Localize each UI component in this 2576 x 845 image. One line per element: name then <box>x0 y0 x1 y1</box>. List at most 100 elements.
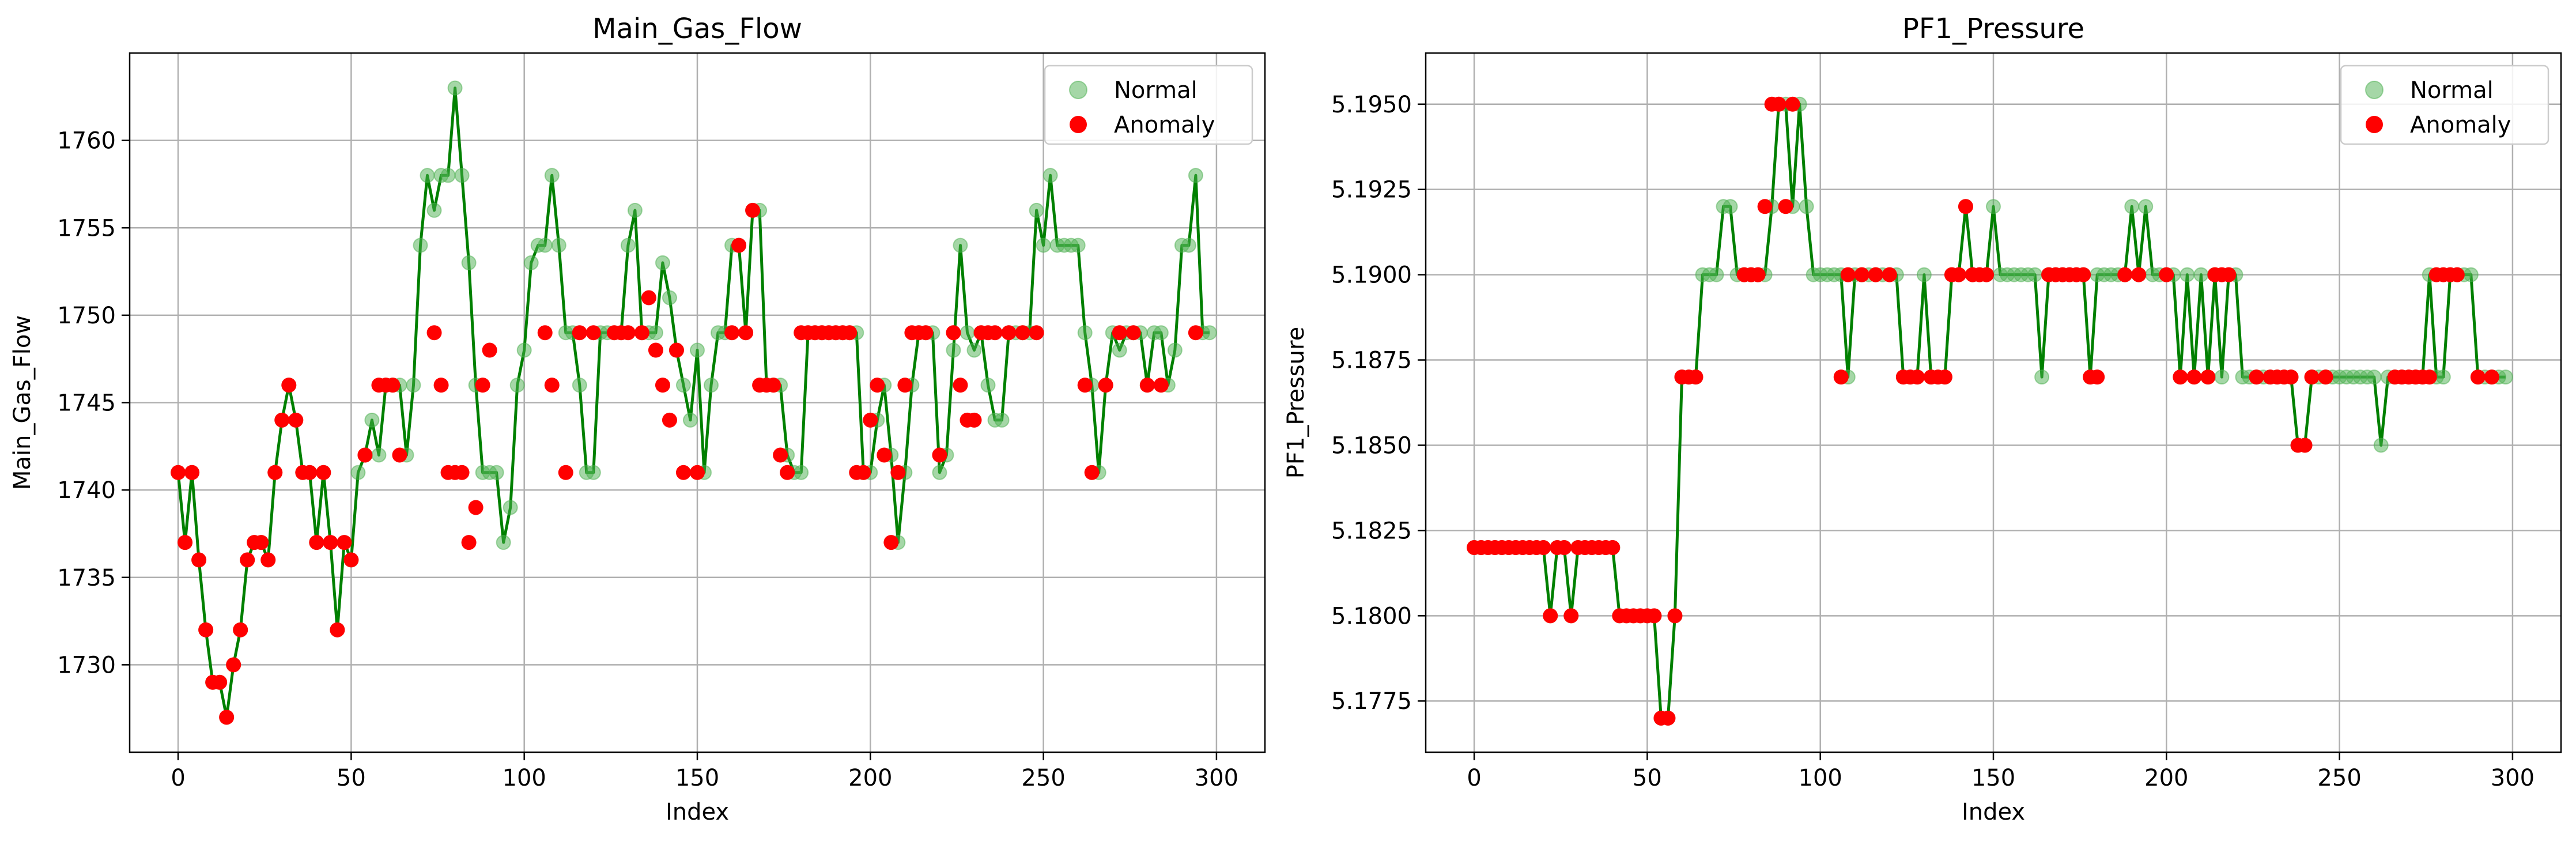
pf1-pressure-normal-point <box>2180 267 2195 282</box>
main-gas-flow-legend-anomaly-label: Anomaly <box>1114 112 1215 138</box>
main-gas-flow-normal-point <box>1181 237 1196 253</box>
main-gas-flow-anomaly-point <box>634 325 649 341</box>
pf1-pressure-normal-point <box>1916 267 1932 282</box>
pf1-pressure-anomaly-point <box>2470 369 2486 385</box>
main-gas-flow-normal-point <box>350 465 366 480</box>
main-gas-flow-anomaly-point <box>475 378 490 393</box>
main-gas-flow-anomaly-point <box>392 447 407 463</box>
main-gas-flow-normal-point <box>413 237 428 253</box>
main-gas-flow-anomaly-point <box>745 202 761 218</box>
main-gas-flow-normal-point <box>1112 342 1127 358</box>
pf1-pressure-anomaly-point <box>2318 369 2333 385</box>
pf1-pressure-legend-normal-marker <box>2365 81 2384 99</box>
main-gas-flow-x-tick-label: 100 <box>503 765 546 791</box>
pf1-pressure-anomaly-point <box>1667 608 1683 624</box>
main-gas-flow-anomaly-point <box>655 378 670 393</box>
main-gas-flow-anomaly-point <box>641 290 656 305</box>
main-gas-flow-anomaly-point <box>890 465 906 480</box>
main-gas-flow-normal-point <box>572 378 587 393</box>
main-gas-flow-normal-point <box>461 255 477 270</box>
main-gas-flow-normal-point <box>1070 237 1086 253</box>
main-gas-flow-anomaly-point <box>773 447 788 463</box>
main-gas-flow-anomaly-point <box>343 552 359 568</box>
pf1-pressure-chart: 0 50 100 150 200 250 300 5.1775 5.1800 5.1825 5.18… <box>1283 13 2562 825</box>
main-gas-flow-anomaly-point <box>1077 378 1093 393</box>
main-gas-flow-anomaly-point <box>738 325 754 341</box>
main-gas-flow-legend-normal-marker <box>1069 81 1087 99</box>
main-gas-flow-anomaly-point <box>267 465 283 480</box>
pf1-pressure-anomaly-point <box>2422 369 2437 385</box>
pf1-pressure-x-axis-label: Index <box>1962 799 2025 825</box>
pf1-pressure-y-tick-label: 5.1850 <box>1331 432 1412 459</box>
main-gas-flow-y-tick-label: 1745 <box>57 390 116 417</box>
pf1-pressure-y-tick-label: 5.1775 <box>1331 688 1412 715</box>
pf1-pressure-x-tick-label: 50 <box>1633 765 1662 791</box>
main-gas-flow-anomaly-point <box>863 412 878 428</box>
main-gas-flow-normal-point <box>586 465 601 480</box>
pf1-pressure-anomaly-point <box>1771 96 1786 112</box>
main-gas-flow-x-tick-label: 150 <box>675 765 719 791</box>
pf1-pressure-normal-point <box>2498 369 2513 385</box>
pf1-pressure-legend: Normal Anomaly <box>2340 65 2549 145</box>
pf1-pressure-anomaly-point <box>1882 267 1897 282</box>
pf1-pressure-anomaly-point <box>1868 267 1883 282</box>
pf1-pressure-legend-box <box>2340 65 2549 145</box>
main-gas-flow-anomaly-point <box>586 325 601 341</box>
pf1-pressure-anomaly-points <box>1467 96 2499 726</box>
main-gas-flow-normal-point <box>620 237 636 253</box>
main-gas-flow-anomaly-point <box>254 535 269 550</box>
main-gas-flow-anomaly-point <box>454 465 470 480</box>
pf1-pressure-anomaly-point <box>2131 267 2147 282</box>
pf1-pressure-normal-point <box>2463 267 2479 282</box>
pf1-pressure-anomaly-point <box>2117 267 2133 282</box>
main-gas-flow-anomaly-point <box>932 447 947 463</box>
main-gas-flow-x-tick-label: 50 <box>337 765 366 791</box>
main-gas-flow-anomaly-point <box>1015 325 1030 341</box>
pf1-pressure-x-tick-label: 0 <box>1467 765 1481 791</box>
main-gas-flow-anomaly-point <box>212 674 228 690</box>
pf1-pressure-anomaly-point <box>2484 369 2499 385</box>
pf1-pressure-y-axis-label: PF1_Pressure <box>1283 327 1309 478</box>
main-gas-flow-normal-point <box>1202 325 1217 341</box>
main-gas-flow-anomaly-point <box>1139 378 1155 393</box>
pf1-pressure-normal-point <box>2124 199 2140 214</box>
main-gas-flow-anomaly-point <box>233 622 248 637</box>
main-gas-flow-normal-point <box>966 342 982 358</box>
main-gas-flow-normal-point <box>509 378 525 393</box>
main-gas-flow-anomaly-point <box>330 622 345 637</box>
main-gas-flow-anomaly-point <box>426 325 442 341</box>
main-gas-flow-anomaly-point <box>537 325 553 341</box>
main-gas-flow-normal-point <box>980 378 996 393</box>
pf1-pressure-x-tick-label: 100 <box>1799 765 1842 791</box>
main-gas-flow-anomaly-point <box>724 325 740 341</box>
main-gas-flow-anomaly-point <box>281 378 297 393</box>
main-gas-flow-normal-point <box>946 342 961 358</box>
main-gas-flow-anomaly-point <box>558 465 573 480</box>
main-gas-flow-anomaly-point <box>766 378 781 393</box>
main-gas-flow-normal-point <box>523 255 539 270</box>
main-gas-flow-anomaly-point <box>1188 325 1203 341</box>
main-gas-flow-anomaly-point <box>337 535 352 550</box>
main-gas-flow-anomaly-point <box>461 535 477 550</box>
pf1-pressure-anomaly-point <box>1909 369 1925 385</box>
main-gas-flow-legend-anomaly-marker <box>1070 116 1087 133</box>
main-gas-flow-normal-point <box>371 447 387 463</box>
main-gas-flow-anomaly-point <box>648 342 663 358</box>
main-gas-flow-anomaly-point <box>1098 378 1113 393</box>
main-gas-flow-normal-point <box>994 412 1010 428</box>
pf1-pressure-y-tick-label: 5.1800 <box>1331 603 1412 629</box>
main-gas-flow-normal-point <box>1036 237 1051 253</box>
main-gas-flow-y-tick-label: 1735 <box>57 565 116 591</box>
main-gas-flow-anomaly-point <box>877 447 892 463</box>
main-gas-flow-anomaly-point <box>870 378 885 393</box>
main-gas-flow-normal-point <box>675 378 691 393</box>
main-gas-flow-normal-point <box>1043 168 1058 183</box>
pf1-pressure-anomaly-point <box>2449 267 2465 282</box>
pf1-pressure-y-tick-label: 5.1925 <box>1331 177 1412 203</box>
pf1-pressure-normal-point <box>2138 199 2154 214</box>
main-gas-flow-anomaly-point <box>780 465 795 480</box>
main-gas-flow-anomaly-point <box>357 447 373 463</box>
pf1-pressure-anomaly-point <box>1688 369 1704 385</box>
main-gas-flow-anomaly-point <box>731 237 747 253</box>
main-gas-flow-y-tick-label: 1740 <box>57 477 116 504</box>
